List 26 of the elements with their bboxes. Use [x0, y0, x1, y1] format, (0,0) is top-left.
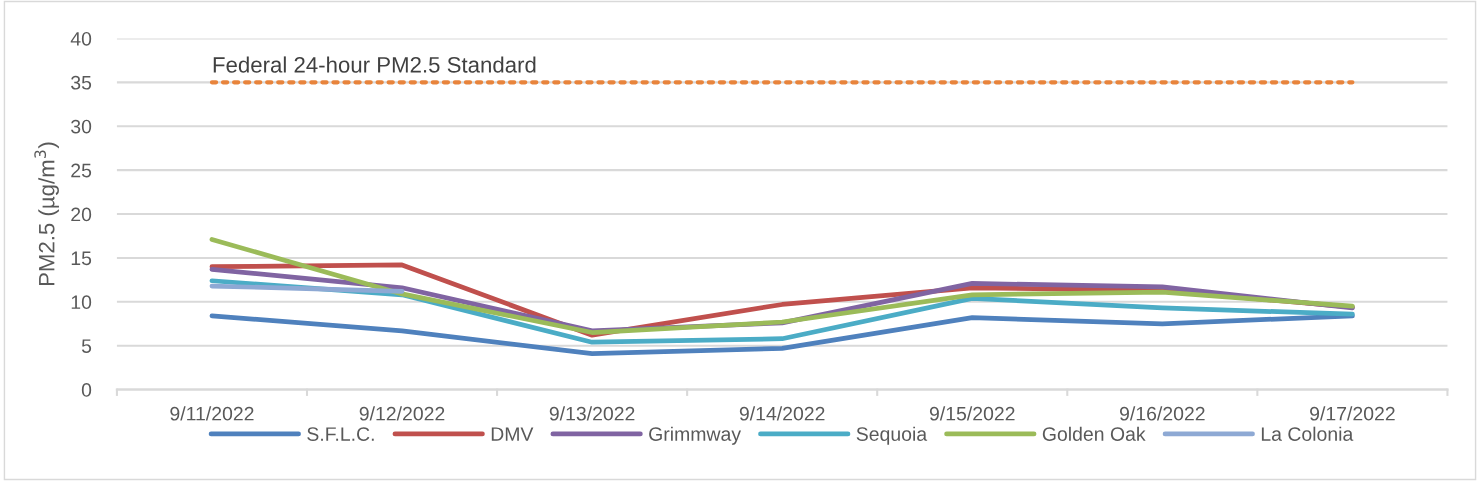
- x-tick-label: 9/14/2022: [739, 406, 825, 421]
- legend-label: Golden Oak: [1042, 426, 1146, 441]
- ref-line-label: Federal 24-hour PM2.5 Standard: [213, 56, 536, 73]
- y-tick-label: 0: [81, 383, 92, 397]
- x-tick-label: 9/13/2022: [549, 406, 635, 421]
- legend-label: Sequoia: [856, 426, 928, 445]
- x-tick-label: 9/15/2022: [929, 406, 1015, 421]
- y-axis-title: PM2.5 (µg/m$^{3}$): [34, 142, 59, 286]
- legend-label: DMV: [491, 427, 534, 441]
- x-tick-label: 9/16/2022: [1119, 406, 1205, 421]
- x-tick-label: 9/17/2022: [1310, 406, 1395, 421]
- legend-label: La Colonia: [1261, 426, 1354, 441]
- y-tick-label: 15: [71, 251, 92, 266]
- x-tick-label: 9/12/2022: [359, 406, 445, 421]
- y-tick-label: 25: [71, 163, 92, 178]
- y-tick-label: 10: [71, 295, 92, 310]
- y-tick-label: 20: [71, 207, 92, 222]
- y-tick-label: 35: [71, 75, 92, 90]
- line-series: [209, 237, 1355, 335]
- legend-label: S.F.L.C.: [307, 427, 374, 441]
- legend-label: Grimmway: [649, 426, 742, 445]
- y-tick-label: 5: [81, 339, 92, 353]
- line-series: [209, 313, 1355, 356]
- y-tick-label: 40: [70, 31, 92, 46]
- x-tick-label: 9/11/2022: [170, 406, 254, 421]
- y-tick-label: 30: [71, 119, 92, 134]
